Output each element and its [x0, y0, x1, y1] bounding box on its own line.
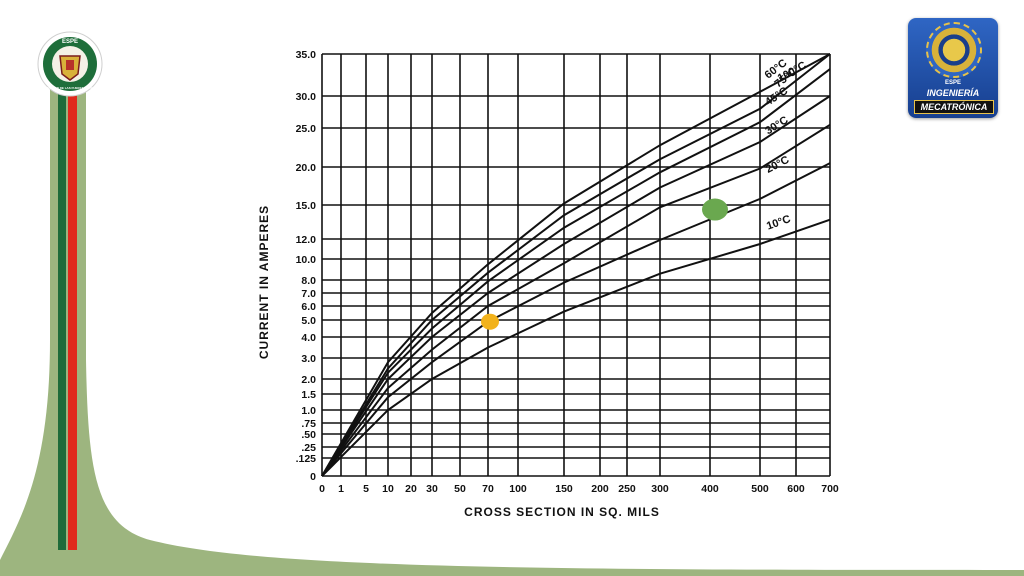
red-stripe	[68, 70, 77, 550]
x-tick-label: 100	[509, 483, 527, 495]
y-tick-label: .50	[301, 429, 316, 441]
y-tick-label: 20.0	[296, 162, 317, 174]
y-tick-label: 30.0	[296, 91, 317, 103]
curve-line	[321, 218, 831, 477]
x-tick-label: 50	[454, 483, 466, 495]
x-axis-title: CROSS SECTION IN SQ. MILS	[464, 505, 660, 519]
mecatronica-logo: ESPE INGENIERÍA MECATRÓNICA	[908, 18, 998, 118]
university-logo: ESPE UNIVERSIDAD DE LAS FUERZAS ARMADAS	[37, 31, 103, 97]
curve-line	[321, 123, 831, 477]
x-tick-label: 150	[555, 483, 573, 495]
y-tick-label: 7.0	[301, 288, 316, 300]
y-tick-label: 3.0	[301, 353, 316, 365]
x-tick-label: 400	[701, 483, 719, 495]
y-axis-title: CURRENT IN AMPERES	[257, 205, 271, 359]
y-tick-label: 1.0	[301, 405, 316, 417]
y-tick-label: .125	[296, 453, 317, 465]
x-tick-label: 700	[821, 483, 839, 495]
curve-label: 20°C	[764, 154, 791, 176]
brand-line-3: MECATRÓNICA	[914, 100, 994, 114]
curve-line	[321, 53, 831, 477]
x-tick-label: 250	[618, 483, 636, 495]
x-tick-label: 30	[426, 483, 438, 495]
highlight-marker	[702, 198, 728, 221]
y-tick-label: 12.0	[296, 234, 317, 246]
curve-label: 10°C	[765, 213, 792, 232]
y-tick-label: 4.0	[301, 332, 316, 344]
logo-top-text: ESPE	[62, 39, 78, 45]
x-tick-label: 70	[482, 483, 494, 495]
y-tick-label: 15.0	[296, 200, 317, 212]
y-tick-labels: 0 .125.25.50.751.0 1.5 2.0 3.0 4.0 5.0 6.07.08.…	[296, 49, 317, 483]
x-tick-label: 0	[319, 483, 325, 495]
chart-markers	[481, 198, 728, 330]
chart-grid	[321, 53, 831, 477]
x-tick-label: 1	[338, 483, 344, 495]
y-tick-label: .75	[301, 418, 316, 430]
x-tick-label: 600	[787, 483, 805, 495]
y-tick-label: 1.5	[301, 389, 316, 401]
x-tick-label: 20	[405, 483, 417, 495]
green-swoosh-band	[0, 70, 1024, 576]
x-tick-label: 10	[382, 483, 394, 495]
y-tick-label: 35.0	[296, 49, 317, 61]
y-tick-label: 25.0	[296, 123, 317, 135]
dark-green-stripe	[58, 70, 66, 550]
logo-ring-text: UNIVERSIDAD DE LAS FUERZAS ARMADAS	[38, 86, 102, 90]
gear-emblem-icon	[926, 22, 982, 78]
brand-line-2: INGENIERÍA	[926, 88, 980, 98]
y-tick-label: 10.0	[296, 254, 317, 266]
x-tick-label: 500	[751, 483, 769, 495]
brand-line-1: ESPE	[944, 80, 961, 86]
highlight-marker	[481, 313, 499, 330]
curve-line	[321, 68, 831, 477]
y-tick-label: .25	[301, 442, 316, 454]
x-tick-label: 5	[363, 483, 369, 495]
chart-curves	[321, 53, 831, 477]
y-tick-label: 2.0	[301, 374, 316, 386]
y-tick-label: 8.0	[301, 275, 316, 287]
curve-line	[321, 95, 831, 477]
y-tick-label: 6.0	[301, 301, 316, 313]
y-tick-label: 0	[310, 471, 316, 483]
curve-line	[321, 53, 831, 477]
curve-line	[321, 162, 831, 477]
x-tick-label: 300	[651, 483, 669, 495]
x-tick-label: 200	[591, 483, 609, 495]
x-tick-labels: 0 1 5 10 20 30 50 70 100 150 200 250 300 400 500 600 700	[319, 483, 839, 495]
y-tick-label: 5.0	[301, 315, 316, 327]
